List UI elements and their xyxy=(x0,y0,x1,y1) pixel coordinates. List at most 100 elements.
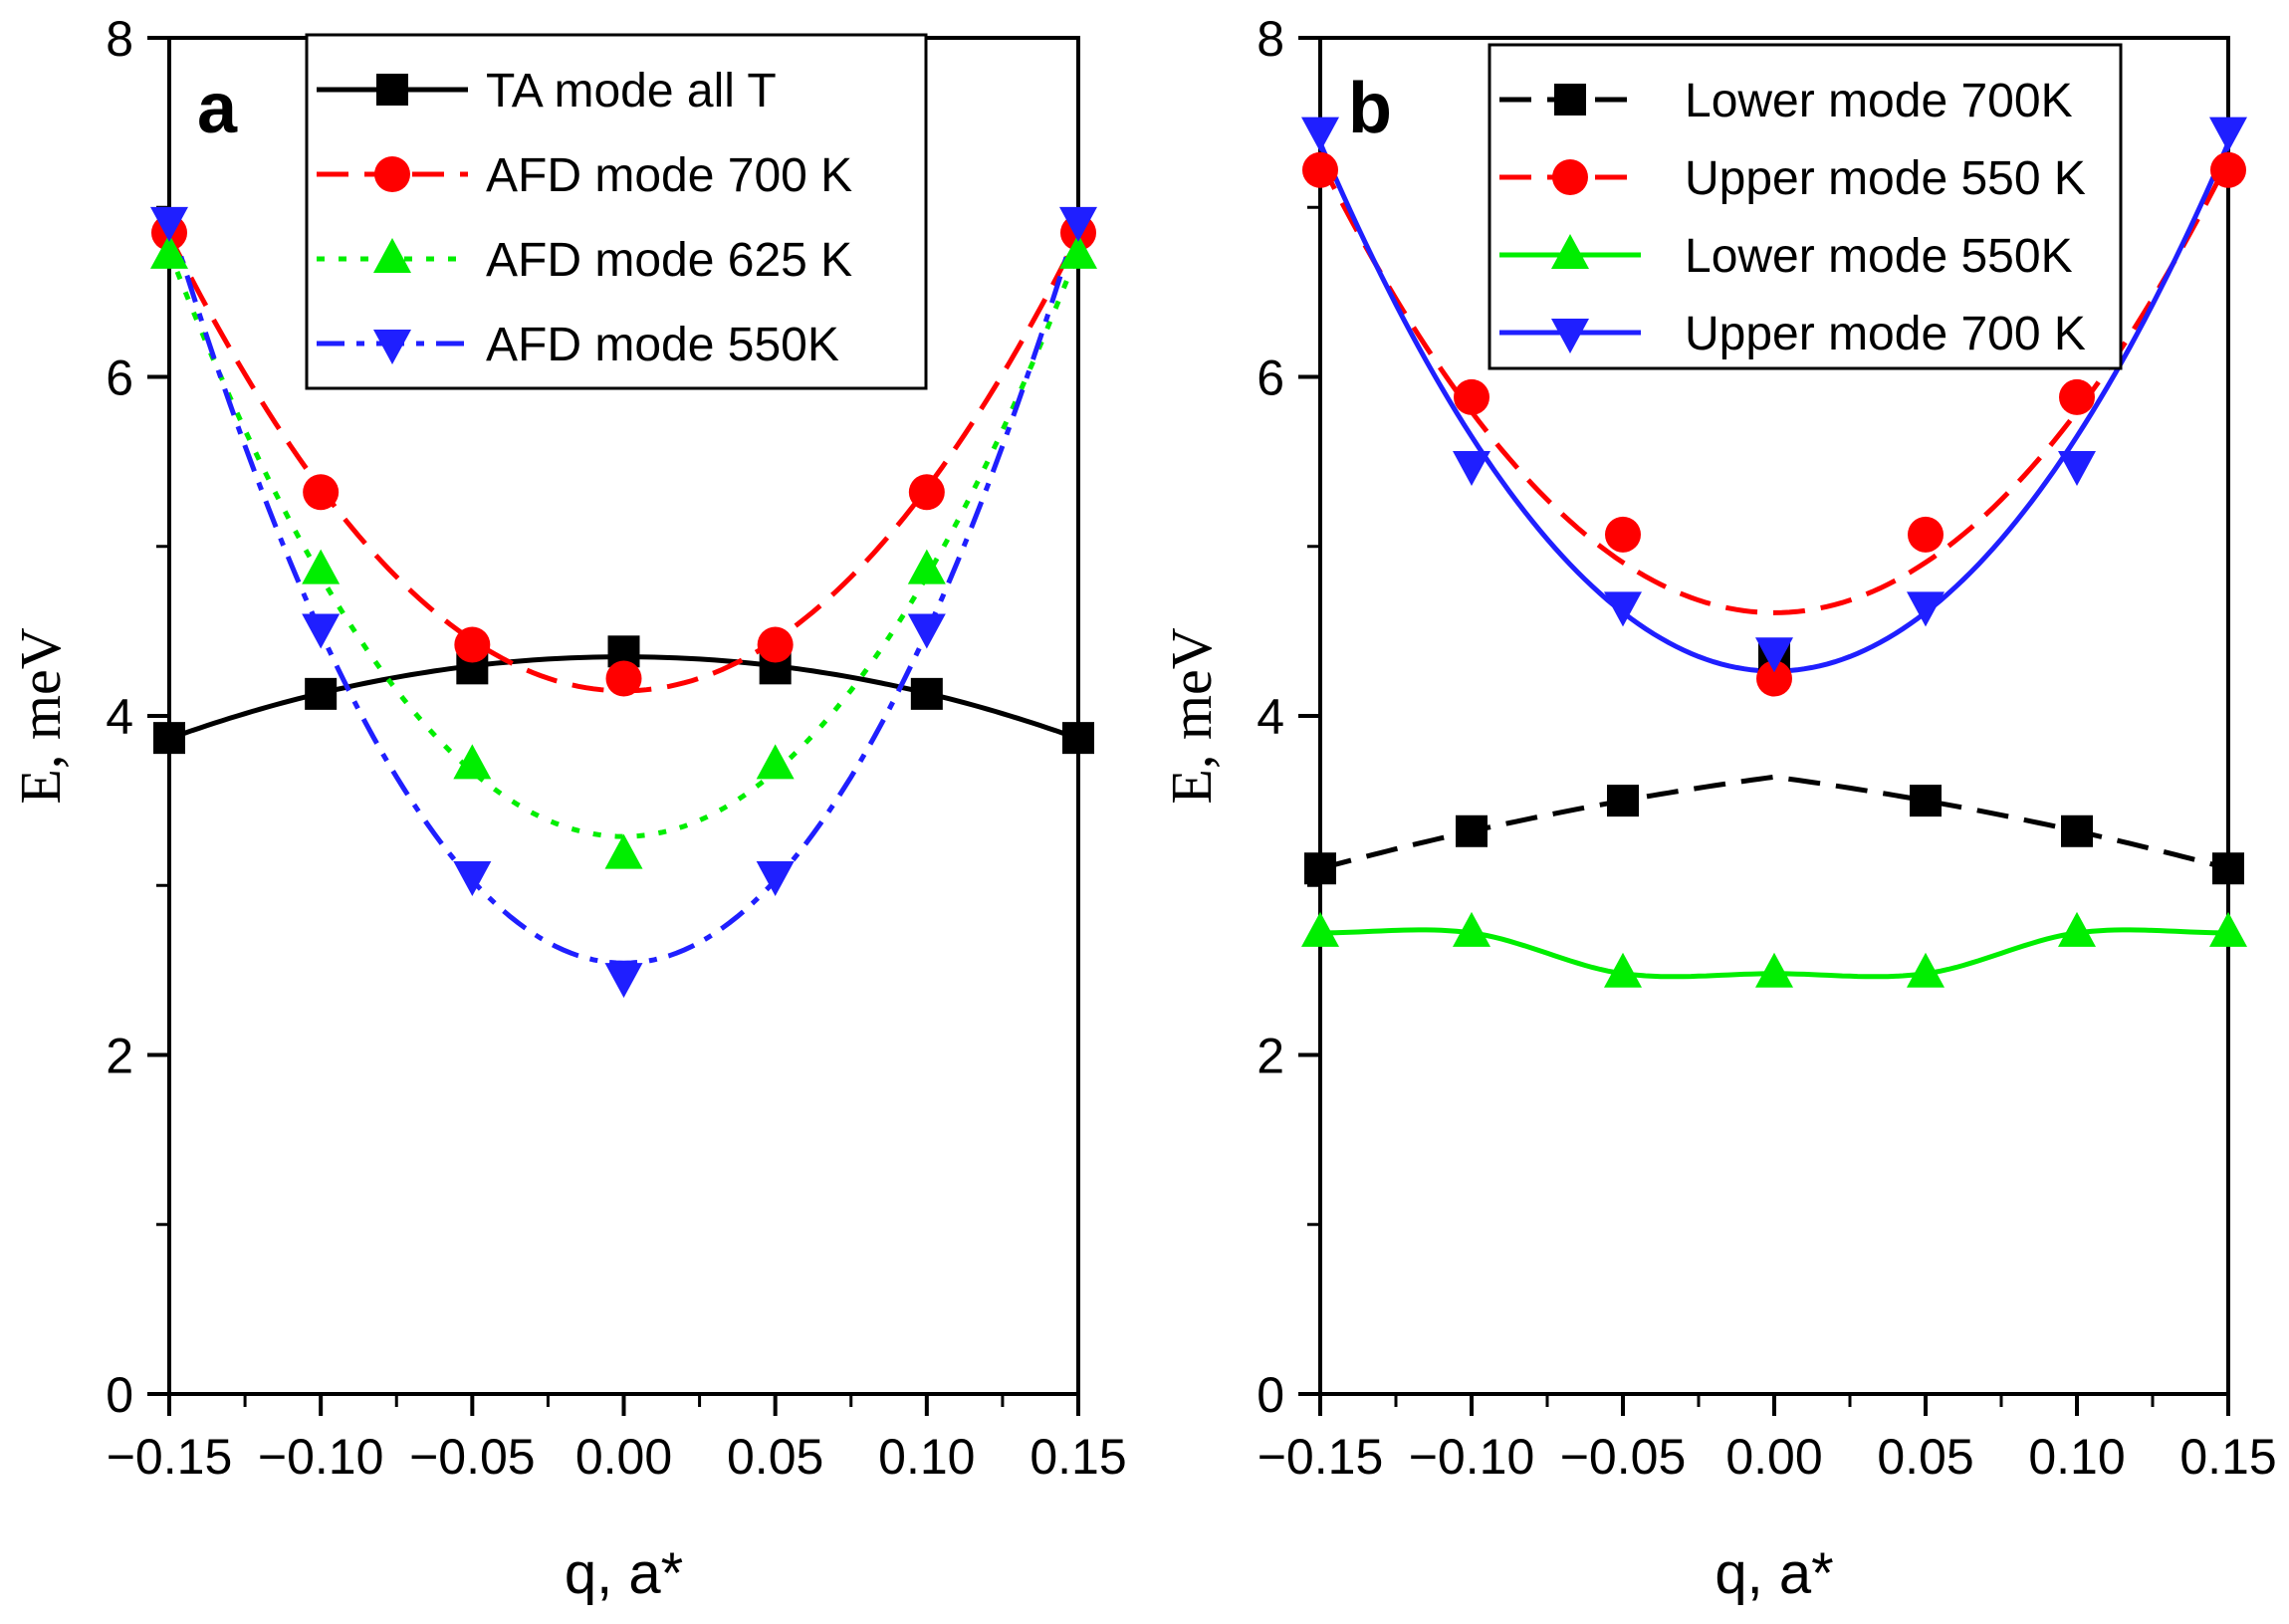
x-tick-label: 0.10 xyxy=(2028,1429,2125,1485)
data-point xyxy=(1604,952,1642,988)
data-point xyxy=(604,963,643,999)
x-tick-label: 0.15 xyxy=(2179,1429,2276,1485)
legend-marker xyxy=(1551,234,1589,269)
x-tick-label: −0.05 xyxy=(1560,1429,1687,1485)
data-point xyxy=(453,861,492,897)
x-tick-label: −0.15 xyxy=(1258,1429,1384,1485)
legend-label: AFD mode 550K xyxy=(486,319,839,371)
x-axis-title: q, a* xyxy=(565,1541,683,1606)
data-point xyxy=(302,549,341,584)
data-point xyxy=(1453,451,1490,487)
data-point xyxy=(1756,660,1792,697)
data-point xyxy=(756,861,795,897)
x-tick-label: 0.05 xyxy=(1877,1429,1973,1485)
legend-marker xyxy=(1552,159,1588,195)
data-point xyxy=(2059,378,2095,415)
y-tick-label: 8 xyxy=(106,11,133,67)
data-point xyxy=(1453,911,1490,947)
legend-marker xyxy=(373,238,411,273)
y-tick-label: 0 xyxy=(106,1367,133,1423)
data-point xyxy=(1059,233,1097,269)
data-point xyxy=(757,626,794,663)
data-point xyxy=(1910,785,1942,817)
legend-marker xyxy=(376,74,408,106)
data-point xyxy=(1755,952,1793,988)
data-point xyxy=(2061,814,2093,847)
y-tick-label: 4 xyxy=(1257,689,1284,745)
data-point xyxy=(454,626,491,663)
data-point xyxy=(305,677,338,710)
legend-label: AFD mode 625 K xyxy=(486,234,852,287)
y-tick-label: 6 xyxy=(1257,350,1284,406)
y-axis-title: E, meV xyxy=(8,627,73,804)
x-tick-label: −0.10 xyxy=(258,1429,384,1485)
data-point xyxy=(2209,116,2247,152)
x-tick-label: 0.15 xyxy=(1030,1429,1126,1485)
data-point xyxy=(1607,785,1639,817)
data-point xyxy=(150,206,188,242)
x-axis-title: q, a* xyxy=(1715,1541,1833,1606)
data-point xyxy=(1454,378,1489,415)
legend-box xyxy=(1488,43,2123,370)
data-point xyxy=(2209,911,2247,947)
legend-label: Upper mode 550 K xyxy=(1685,152,2086,205)
data-point xyxy=(1062,722,1094,755)
x-tick-label: −0.10 xyxy=(1409,1429,1535,1485)
y-tick-label: 2 xyxy=(1257,1029,1284,1084)
data-point xyxy=(1908,516,1944,553)
legend-label: AFD mode 700 K xyxy=(486,149,852,202)
data-point xyxy=(908,474,945,511)
data-point xyxy=(1302,151,1338,188)
data-point xyxy=(907,613,946,649)
legend-label: Lower mode 550K xyxy=(1685,230,2073,283)
data-point xyxy=(1301,116,1339,152)
data-point xyxy=(910,677,943,710)
data-point xyxy=(1059,206,1097,242)
data-point xyxy=(1456,814,1488,847)
legend-marker xyxy=(1554,84,1586,116)
data-point xyxy=(2212,852,2244,885)
data-point xyxy=(1304,852,1336,885)
data-point xyxy=(453,744,492,780)
legend-marker xyxy=(374,156,410,192)
legend-box xyxy=(305,33,928,390)
data-point xyxy=(1301,911,1339,947)
y-tick-label: 2 xyxy=(106,1029,133,1084)
data-point xyxy=(2058,451,2096,487)
panel-b: −0.15 −0.10 −0.05 0.00 0.05 0.10 0.15 0 2 4 6 8 q, a… xyxy=(1159,11,2277,1606)
data-point xyxy=(605,660,642,697)
y-tick-label: 6 xyxy=(106,350,133,406)
data-point xyxy=(1907,952,1945,988)
x-tick-label: 0.10 xyxy=(878,1429,975,1485)
legend-label: Lower mode 700K xyxy=(1685,75,2073,127)
x-tick-label: 0.00 xyxy=(1725,1429,1822,1485)
data-point xyxy=(303,474,340,511)
data-point xyxy=(1605,516,1641,553)
y-tick-label: 4 xyxy=(106,689,133,745)
data-point xyxy=(1907,591,1945,627)
panel-letter: a xyxy=(197,69,238,148)
data-point xyxy=(1755,637,1793,673)
panel-letter: b xyxy=(1348,69,1392,148)
legend-label: TA mode all T xyxy=(486,65,777,117)
data-point xyxy=(150,233,188,269)
x-tick-label: 0.00 xyxy=(575,1429,672,1485)
data-point xyxy=(604,833,643,869)
legend-label: Upper mode 700 K xyxy=(1685,308,2086,360)
data-point xyxy=(907,549,946,584)
x-tick-label: −0.05 xyxy=(409,1429,536,1485)
data-point xyxy=(302,613,341,649)
y-axis-title: E, meV xyxy=(1159,627,1224,804)
y-tick-label: 0 xyxy=(1257,1367,1284,1423)
x-tick-label: 0.05 xyxy=(727,1429,823,1485)
y-tick-label: 8 xyxy=(1257,11,1284,67)
data-point xyxy=(2058,911,2096,947)
data-point xyxy=(1604,591,1642,627)
data-point xyxy=(2210,151,2246,188)
legend-marker xyxy=(1551,319,1589,353)
panel-a: −0.15 −0.10 −0.05 0.00 0.05 0.10 0.15 0 2 4 6 8 q, a… xyxy=(8,11,1127,1606)
legend-marker xyxy=(373,330,411,364)
data-point xyxy=(153,722,185,755)
data-point xyxy=(756,744,795,780)
